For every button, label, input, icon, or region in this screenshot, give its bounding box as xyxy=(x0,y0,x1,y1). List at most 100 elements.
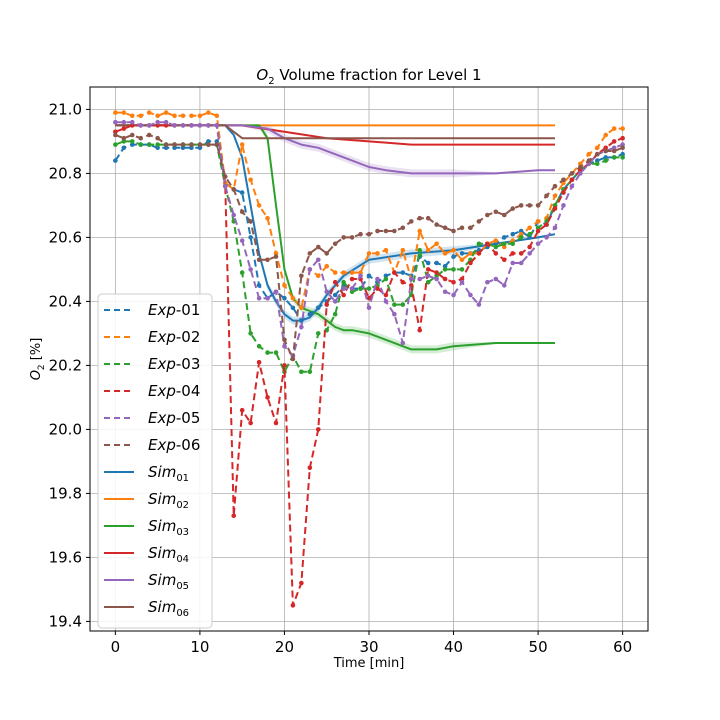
data-point-exp-06 xyxy=(256,257,262,263)
data-point-exp-03 xyxy=(358,286,363,291)
data-point-exp-02 xyxy=(113,110,118,115)
data-point-exp-02 xyxy=(146,110,152,115)
data-point-exp-06 xyxy=(459,225,465,231)
series-line-sim03 xyxy=(115,124,555,351)
data-point-exp-06 xyxy=(341,235,346,240)
data-point-exp-05 xyxy=(561,203,566,208)
y-tick-label: 19.6 xyxy=(49,548,82,566)
data-point-exp-05 xyxy=(222,183,228,189)
data-point-exp-01 xyxy=(172,145,177,151)
data-point-exp-01 xyxy=(282,295,287,301)
y-tick-label: 20.6 xyxy=(49,228,82,246)
data-point-exp-06 xyxy=(594,151,600,157)
data-point-exp-06 xyxy=(561,177,566,183)
data-point-exp-04 xyxy=(392,270,397,275)
data-point-exp-02 xyxy=(552,193,558,199)
data-point-exp-05 xyxy=(442,289,448,295)
legend-label-sim01: Sim01 xyxy=(148,463,189,484)
data-point-exp-03 xyxy=(451,267,456,272)
data-point-exp-06 xyxy=(569,171,575,176)
legend-label-exp-01: Exp-01 xyxy=(148,301,200,319)
y-tick-label: 19.4 xyxy=(49,612,82,630)
data-point-exp-06 xyxy=(493,209,499,215)
data-point-exp-01 xyxy=(315,305,321,311)
band-sim05 xyxy=(115,124,556,178)
data-point-exp-01 xyxy=(214,139,220,144)
data-point-exp-04 xyxy=(527,244,532,250)
data-point-exp-02 xyxy=(129,113,135,119)
data-point-exp-02 xyxy=(138,113,144,119)
data-point-exp-05 xyxy=(273,289,279,295)
data-point-exp-03 xyxy=(256,343,262,349)
data-point-exp-06 xyxy=(366,231,372,237)
data-point-exp-06 xyxy=(552,183,558,189)
data-point-exp-04 xyxy=(451,279,456,285)
data-point-exp-02 xyxy=(315,273,321,279)
legend-label-exp-04: Exp-04 xyxy=(148,382,200,400)
data-point-exp-02 xyxy=(425,247,431,253)
data-point-exp-05 xyxy=(324,289,330,295)
ticks: 0 10 20 30 40 50 60 19.4 19.6 19.8 20.0 20.2 20.4 20.… xyxy=(49,100,633,656)
data-point-exp-02 xyxy=(468,251,473,256)
data-point-exp-04 xyxy=(552,206,558,211)
data-point-exp-05 xyxy=(358,273,363,279)
x-tick-label: 40 xyxy=(444,638,463,656)
data-point-exp-01 xyxy=(332,292,338,298)
data-point-exp-06 xyxy=(392,228,397,234)
data-point-exp-06 xyxy=(248,219,253,224)
x-tick-label: 0 xyxy=(111,638,121,656)
data-point-exp-03 xyxy=(265,350,270,355)
data-point-exp-03 xyxy=(594,161,600,167)
data-point-exp-04 xyxy=(248,420,253,426)
data-point-exp-05 xyxy=(611,145,617,151)
data-point-exp-03 xyxy=(501,241,507,247)
x-tick-label: 10 xyxy=(190,638,209,656)
data-point-exp-02 xyxy=(451,247,456,253)
data-point-exp-01 xyxy=(290,305,296,311)
data-point-exp-05 xyxy=(138,123,144,128)
data-point-exp-05 xyxy=(535,241,541,247)
data-point-exp-06 xyxy=(299,273,304,279)
data-point-exp-05 xyxy=(518,260,524,266)
data-point-exp-03 xyxy=(434,273,439,279)
data-point-exp-06 xyxy=(307,251,313,256)
data-point-exp-06 xyxy=(121,135,127,141)
data-point-exp-01 xyxy=(248,235,253,240)
data-point-exp-02 xyxy=(383,247,389,253)
data-point-exp-02 xyxy=(273,251,279,256)
data-point-exp-03 xyxy=(138,142,144,147)
data-point-exp-05 xyxy=(578,171,583,176)
data-point-exp-06 xyxy=(180,142,186,147)
data-point-exp-04 xyxy=(256,359,262,365)
data-point-exp-04 xyxy=(121,126,127,131)
data-point-exp-04 xyxy=(611,139,617,144)
data-point-exp-03 xyxy=(383,276,389,282)
data-point-exp-02 xyxy=(459,257,465,263)
data-point-exp-02 xyxy=(501,244,507,250)
data-point-exp-02 xyxy=(265,215,270,221)
data-point-exp-06 xyxy=(282,337,287,343)
data-point-exp-05 xyxy=(239,238,245,243)
data-point-exp-06 xyxy=(349,235,355,240)
data-point-exp-05 xyxy=(172,123,177,128)
data-point-exp-05 xyxy=(366,305,372,311)
data-point-exp-02 xyxy=(256,203,262,208)
data-point-exp-03 xyxy=(459,267,465,272)
ylabel-prefix: O xyxy=(29,370,44,380)
data-point-exp-06 xyxy=(214,142,220,147)
data-point-exp-04 xyxy=(544,222,549,227)
data-point-exp-01 xyxy=(189,145,194,151)
x-tick-label: 20 xyxy=(275,638,294,656)
data-point-exp-04 xyxy=(603,145,609,151)
data-point-exp-05 xyxy=(400,340,406,346)
data-point-exp-01 xyxy=(501,235,507,240)
data-point-exp-02 xyxy=(172,113,177,119)
data-point-exp-02 xyxy=(527,225,532,231)
data-point-exp-01 xyxy=(400,270,406,275)
data-point-exp-02 xyxy=(594,145,600,151)
data-point-exp-04 xyxy=(349,276,355,282)
data-point-exp-04 xyxy=(476,251,482,256)
data-point-exp-01 xyxy=(442,263,448,269)
y-tick-label: 20.0 xyxy=(49,420,82,438)
data-point-exp-05 xyxy=(544,235,549,240)
